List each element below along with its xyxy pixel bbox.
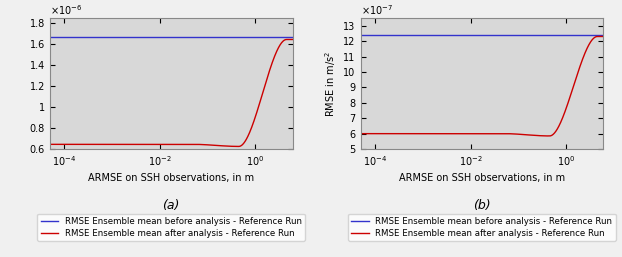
RMSE Ensemble mean after analysis - Reference Run [74,143,81,146]
RMSE Ensemble mean after analysis - Reference Run [150,143,157,146]
Y-axis label: RMSE in m/s$^{2}$: RMSE in m/s$^{2}$ [323,50,338,117]
RMSE Ensemble mean after analysis - Reference Run [595,35,603,38]
RMSE Ensemble mean before analysis - Reference Run [562,33,570,36]
RMSE Ensemble mean after analysis - Reference Run [460,132,468,135]
RMSE Ensemble mean after analysis - Reference Run [545,134,553,137]
X-axis label: ARMSE on SSH observations, in m: ARMSE on SSH observations, in m [399,173,565,183]
RMSE Ensemble mean after analysis - Reference Run [139,143,147,146]
Text: $\times10^{-6}$: $\times10^{-6}$ [50,3,82,17]
Line: RMSE Ensemble mean after analysis - Reference Run: RMSE Ensemble mean after analysis - Refe… [361,36,603,136]
RMSE Ensemble mean after analysis - Reference Run [450,132,457,135]
Text: (a): (a) [162,199,180,212]
RMSE Ensemble mean after analysis - Reference Run [593,35,601,38]
RMSE Ensemble mean after analysis - Reference Run [88,143,96,146]
Text: $\times10^{-7}$: $\times10^{-7}$ [361,3,392,17]
Text: (b): (b) [473,199,491,212]
RMSE Ensemble mean after analysis - Reference Run [283,38,290,41]
RMSE Ensemble mean after analysis - Reference Run [384,132,392,135]
Line: RMSE Ensemble mean after analysis - Reference Run: RMSE Ensemble mean after analysis - Refe… [50,40,292,146]
RMSE Ensemble mean after analysis - Reference Run [289,38,296,41]
RMSE Ensemble mean after analysis - Reference Run [284,38,292,41]
Legend: RMSE Ensemble mean before analysis - Reference Run, RMSE Ensemble mean after ana: RMSE Ensemble mean before analysis - Ref… [37,214,305,241]
X-axis label: ARMSE on SSH observations, in m: ARMSE on SSH observations, in m [88,173,254,183]
RMSE Ensemble mean after analysis - Reference Run [569,88,576,91]
RMSE Ensemble mean after analysis - Reference Run [235,145,243,148]
RMSE Ensemble mean after analysis - Reference Run [399,132,406,135]
RMSE Ensemble mean after analysis - Reference Run [357,132,364,135]
RMSE Ensemble mean after analysis - Reference Run [46,143,53,146]
RMSE Ensemble mean after analysis - Reference Run [258,95,266,98]
RMSE Ensemble mean after analysis - Reference Run [600,35,607,38]
RMSE Ensemble mean before analysis - Reference Run [252,36,259,39]
Legend: RMSE Ensemble mean before analysis - Reference Run, RMSE Ensemble mean after ana: RMSE Ensemble mean before analysis - Ref… [348,214,616,241]
